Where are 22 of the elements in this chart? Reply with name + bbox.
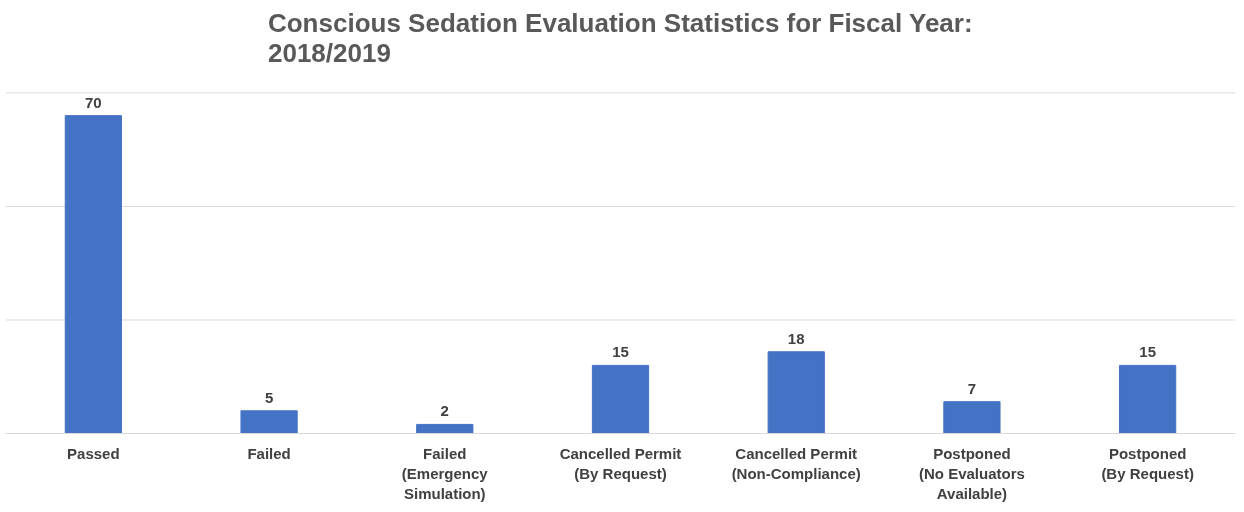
bar <box>416 423 474 434</box>
data-label: 7 <box>967 379 977 397</box>
x-tick-label: Cancelled Permit (Non-Compliance) <box>731 444 861 482</box>
data-label: 2 <box>440 402 449 420</box>
x-tick-label: Cancelled Permit (By Request) <box>559 444 682 482</box>
chart-title: Conscious Sedation Evaluation Statistics for Fiscal Year: 2018/2019 <box>267 7 973 68</box>
x-tick-label: Passed <box>67 444 120 462</box>
bar <box>64 115 122 434</box>
bar <box>240 410 298 434</box>
data-label: 70 <box>85 93 102 111</box>
bar <box>591 364 650 434</box>
bar <box>943 401 1001 434</box>
x-tick-label: Postponed (No Evaluators Available) <box>919 444 1025 503</box>
bar <box>1119 364 1177 434</box>
data-label: 5 <box>264 388 274 406</box>
x-tick-label: Failed <box>247 444 291 462</box>
data-label: 15 <box>1139 343 1156 361</box>
x-tick-label: Postponed (By Request) <box>1101 444 1194 482</box>
bar <box>767 351 825 434</box>
x-tick-label: Failed (Emergency Simulation) <box>401 444 489 503</box>
data-label: 18 <box>787 329 805 347</box>
data-label: 15 <box>612 343 629 361</box>
